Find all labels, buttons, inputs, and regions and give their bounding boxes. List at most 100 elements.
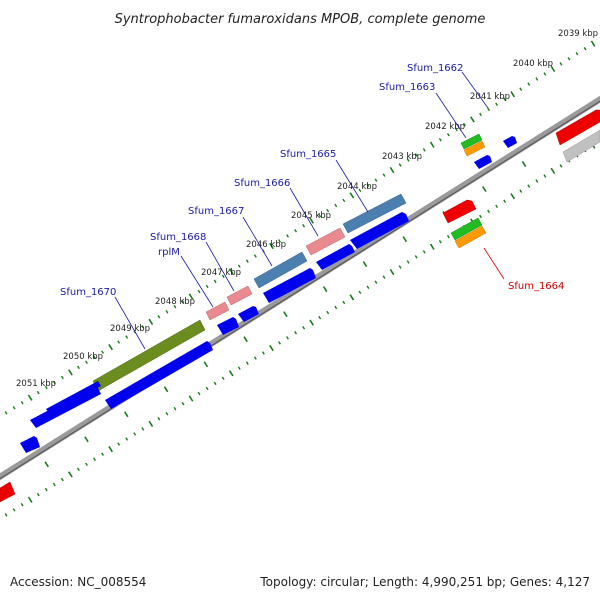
cds-arrow[interactable] [217,317,239,335]
scale-tick [382,275,386,279]
scale-tick [253,254,257,258]
gene-feature-sfum-1664[interactable] [442,199,477,224]
scale-tick [462,122,466,127]
gene-label-sfum-1666[interactable]: Sfum_1666 [234,178,290,189]
scale-tick [44,487,48,492]
scale-tick [52,482,56,487]
gene-label-sfum-1670[interactable]: Sfum_1670 [60,287,116,298]
scale-tick [221,274,225,279]
scale-tick [503,199,507,203]
scale-tick [93,355,96,359]
scale-tick [575,52,579,56]
scale-tick [228,268,234,275]
scale-tick [398,163,402,167]
scale-tick [27,496,33,503]
scale-tick [221,376,225,381]
gene-label-sfum-1664[interactable]: Sfum_1664 [508,281,564,292]
scale-tick-major [402,236,408,243]
scale-tick [77,467,80,472]
gene-feature-sfum-1668[interactable] [226,285,253,306]
scale-tick-major [84,436,89,443]
scale-tick [228,370,234,377]
scale-tick [93,457,96,461]
scale-tick [148,420,154,427]
cds-arrow[interactable] [20,436,40,453]
gene-label-sfum-1667[interactable]: Sfum_1667 [188,206,244,217]
scale-tick [133,432,137,436]
scale-tick [414,255,418,259]
scale-tick [125,335,129,339]
scale-label: 2042 kbp [425,122,465,132]
scale-tick [527,184,531,188]
scale-tick-major [203,361,209,368]
scale-tick [20,401,24,405]
scale-tick [446,234,450,239]
scale-tick [527,82,531,86]
gene-label-sfum-1665[interactable]: Sfum_1665 [280,149,336,160]
gene-feature-sfum-1666[interactable] [305,227,346,256]
scale-tick [398,265,402,269]
genome-stats-text: Topology: circular; Length: 4,990,251 bp… [259,575,590,589]
scale-label: 2040 kbp [513,59,553,69]
scale-tick [245,361,249,365]
gene-feature-red-right[interactable] [555,109,600,146]
scale-tick [406,158,410,162]
gene-label-sfum-1668[interactable]: Sfum_1668 [150,232,206,243]
scale-tick [495,204,499,209]
gene-feature-lower-green[interactable] [450,217,483,241]
scale-tick [213,279,217,284]
gene-label-sfum-1662[interactable]: Sfum_1662 [407,63,463,74]
scale-tick [157,315,161,319]
scale-tick [510,91,516,98]
gene-feature-red-left[interactable] [0,481,16,503]
cds-track [20,136,517,453]
scale-tick [479,214,482,219]
gene-feature-sfum-1665[interactable] [342,193,407,234]
scale-tick [68,369,73,376]
scale-tick [567,57,571,61]
scale-tick [309,217,315,224]
cds-arrow[interactable] [46,381,101,414]
gene-label-sfum-1663[interactable]: Sfum_1663 [379,82,435,93]
scale-tick [358,290,362,295]
scale-tick [309,319,315,326]
cds-arrow[interactable] [350,212,409,249]
cds-arrow[interactable] [474,155,492,169]
gene-label-rplm[interactable]: rplM [158,247,180,258]
scale-label: 2047 kbp [201,268,241,278]
scale-tick [36,492,40,497]
cds-arrow[interactable] [30,386,101,428]
gene-feature-sfum-1663-orange[interactable] [463,140,486,157]
scale-tick [286,234,289,238]
accession-text: Accession: NC_008554 [10,575,146,589]
scale-tick [101,350,105,354]
scale-tick [85,462,88,467]
scale-tick [188,395,194,402]
scale-tick [269,344,274,352]
cds-arrow[interactable] [316,244,355,270]
scale-tick [326,310,330,315]
scale-tick [44,385,48,390]
scale-tick [366,285,370,289]
scale-tick [422,250,426,254]
scale-tick [543,174,547,178]
cds-arrow[interactable] [238,306,259,322]
gene-feature-rplm[interactable] [205,301,230,321]
gene-feature-sfum-1667[interactable] [253,251,308,289]
cds-arrow[interactable] [105,341,213,409]
scale-tick [519,189,523,193]
scale-tick [389,268,395,276]
gene-feature-sfum-1663-green[interactable] [460,133,483,150]
cds-arrow[interactable] [503,136,517,148]
scale-labels: 2039 kbp 2040 kbp 2041 kbp 2042 kbp 2043… [16,29,598,389]
label-leaders [114,71,505,350]
cds-arrow[interactable] [263,268,316,303]
gene-feature-gray-right[interactable] [562,129,600,163]
scale-tick [165,309,169,314]
scale-tick [414,153,418,157]
scale-tick [253,356,257,360]
scale-tick [470,116,475,123]
gene-feature-lower-orange[interactable] [454,225,487,249]
scale-tick [326,208,330,213]
